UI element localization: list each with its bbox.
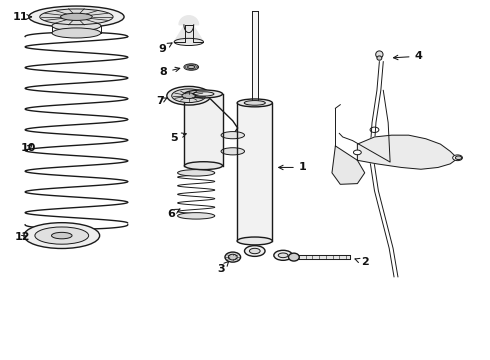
Ellipse shape: [221, 148, 245, 155]
Ellipse shape: [29, 6, 124, 28]
Text: 2: 2: [355, 257, 368, 267]
Ellipse shape: [353, 150, 361, 155]
Ellipse shape: [172, 89, 206, 103]
Ellipse shape: [289, 253, 299, 261]
Ellipse shape: [274, 250, 293, 260]
Ellipse shape: [52, 21, 101, 31]
Text: 3: 3: [218, 261, 229, 274]
Text: 7: 7: [157, 96, 167, 106]
Text: 4: 4: [393, 51, 422, 61]
Polygon shape: [179, 16, 198, 25]
Polygon shape: [357, 135, 458, 169]
Ellipse shape: [221, 132, 245, 139]
Ellipse shape: [244, 100, 265, 105]
Text: 12: 12: [15, 232, 30, 242]
Text: 8: 8: [160, 67, 180, 77]
Ellipse shape: [40, 9, 113, 25]
Ellipse shape: [177, 170, 215, 176]
Ellipse shape: [237, 99, 272, 107]
Ellipse shape: [225, 252, 241, 262]
Text: 10: 10: [21, 143, 36, 153]
Ellipse shape: [174, 39, 203, 45]
Ellipse shape: [35, 227, 89, 244]
Ellipse shape: [167, 86, 211, 105]
Ellipse shape: [377, 56, 382, 60]
Ellipse shape: [228, 254, 237, 260]
Ellipse shape: [182, 93, 196, 99]
Ellipse shape: [184, 90, 222, 98]
Text: 9: 9: [158, 43, 172, 54]
Ellipse shape: [51, 232, 72, 239]
Ellipse shape: [278, 253, 288, 258]
Ellipse shape: [52, 28, 101, 38]
Ellipse shape: [24, 223, 99, 248]
Ellipse shape: [188, 66, 195, 69]
Ellipse shape: [376, 51, 383, 58]
Ellipse shape: [237, 237, 272, 245]
Ellipse shape: [453, 155, 463, 161]
Ellipse shape: [61, 13, 92, 21]
Text: 5: 5: [171, 133, 186, 143]
Text: 11: 11: [12, 12, 31, 22]
Text: 6: 6: [167, 209, 180, 219]
Polygon shape: [251, 12, 258, 103]
Polygon shape: [332, 146, 365, 184]
Polygon shape: [296, 255, 350, 259]
Ellipse shape: [245, 246, 265, 256]
Polygon shape: [237, 103, 272, 241]
Polygon shape: [174, 25, 203, 42]
Text: 1: 1: [279, 162, 307, 172]
Ellipse shape: [249, 248, 260, 254]
Ellipse shape: [177, 213, 215, 219]
Polygon shape: [184, 94, 222, 166]
Ellipse shape: [184, 162, 222, 170]
Ellipse shape: [184, 64, 198, 70]
Ellipse shape: [455, 156, 462, 159]
